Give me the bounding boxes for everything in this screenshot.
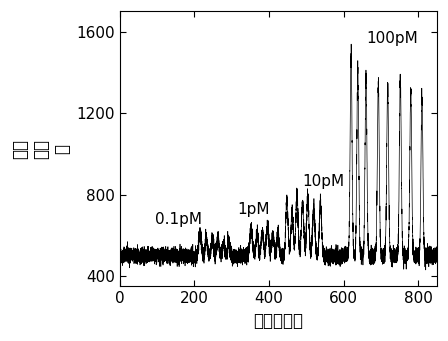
Text: 10pM: 10pM xyxy=(302,174,345,189)
Text: 0.1pM: 0.1pM xyxy=(155,212,202,227)
Y-axis label: 荧光
信号
值: 荧光 信号 值 xyxy=(11,139,71,159)
Text: 100pM: 100pM xyxy=(366,31,418,46)
X-axis label: 时间（秒）: 时间（秒） xyxy=(253,312,303,330)
Text: 1pM: 1pM xyxy=(237,202,270,217)
